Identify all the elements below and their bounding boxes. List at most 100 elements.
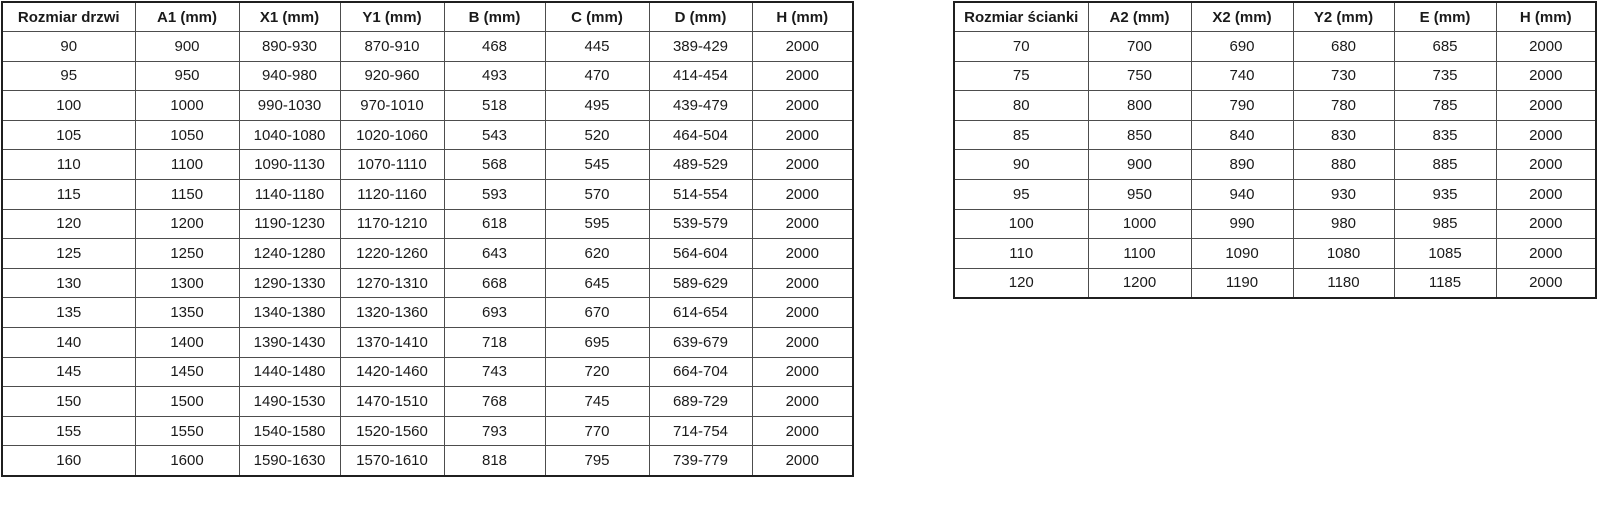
table-cell: 518	[443, 90, 546, 121]
table-cell: 160	[1, 445, 136, 476]
table-cell: 110	[1, 149, 136, 181]
door-header-cell-7: H (mm)	[751, 1, 854, 33]
table-cell: 155	[1, 415, 136, 447]
table-row: 90 900 890-930 870-910 468 445 389-429 2000	[1, 31, 854, 62]
table-cell: 495	[544, 90, 650, 121]
table-row: 130 1300 1290-1330 1270-1310 668 645 589-629 20…	[1, 267, 854, 299]
table-cell: 1340-1380	[238, 297, 341, 329]
table-cell: 880	[1292, 149, 1395, 181]
table-cell: 1200	[134, 208, 240, 240]
table-cell: 614-654	[648, 297, 753, 329]
wall-size-table: Rozmiar ścianki A2 (mm) X2 (mm) Y2 (mm) E (m…	[953, 1, 1597, 299]
table-row: 110 1100 1090-1130 1070-1110 568 545 489-529 20…	[1, 149, 854, 181]
table-cell: 740	[1190, 60, 1294, 92]
table-cell: 2000	[1495, 31, 1597, 62]
table-row: 115 1150 1140-1180 1120-1160 593 570 514-554 20…	[1, 179, 854, 210]
table-cell: 100	[953, 208, 1089, 240]
table-cell: 900	[1087, 149, 1192, 181]
wall-header-cell-1: A2 (mm)	[1087, 1, 1192, 33]
table-cell: 750	[1087, 60, 1192, 92]
table-cell: 1200	[1087, 267, 1192, 299]
table-cell: 2000	[1495, 60, 1597, 92]
table-cell: 389-429	[648, 31, 753, 62]
table-cell: 668	[443, 267, 546, 299]
table-cell: 670	[544, 297, 650, 329]
table-cell: 2000	[751, 267, 854, 299]
table-cell: 930	[1292, 179, 1395, 210]
table-cell: 830	[1292, 119, 1395, 151]
table-cell: 2000	[751, 238, 854, 269]
table-cell: 800	[1087, 90, 1192, 121]
table-cell: 780	[1292, 90, 1395, 121]
table-cell: 680	[1292, 31, 1395, 62]
table-cell: 1500	[134, 386, 240, 417]
table-cell: 1370-1410	[339, 327, 445, 358]
table-cell: 439-479	[648, 90, 753, 121]
table-cell: 1120-1160	[339, 179, 445, 210]
table-cell: 920-960	[339, 60, 445, 92]
table-cell: 1050	[134, 119, 240, 151]
table-cell: 105	[1, 119, 136, 151]
table-cell: 543	[443, 119, 546, 151]
table-cell: 1400	[134, 327, 240, 358]
table-cell: 795	[544, 445, 650, 476]
table-cell: 1550	[134, 415, 240, 447]
table-cell: 2000	[751, 208, 854, 240]
table-row: 120 1200 1190 1180 1185 2000	[953, 267, 1597, 299]
table-row: 160 1600 1590-1630 1570-1610 818 795 739-779 20…	[1, 445, 854, 476]
table-row: 140 1400 1390-1430 1370-1410 718 695 639-679 20…	[1, 327, 854, 358]
table-row: 145 1450 1440-1480 1420-1460 743 720 664-704 20…	[1, 356, 854, 388]
table-cell: 620	[544, 238, 650, 269]
table-cell: 850	[1087, 119, 1192, 151]
table-cell: 1300	[134, 267, 240, 299]
table-cell: 835	[1393, 119, 1497, 151]
table-cell: 1070-1110	[339, 149, 445, 181]
table-cell: 714-754	[648, 415, 753, 447]
table-row: 125 1250 1240-1280 1220-1260 643 620 564-604 20…	[1, 238, 854, 269]
table-row: 120 1200 1190-1230 1170-1210 618 595 539-579 20…	[1, 208, 854, 240]
table-cell: 685	[1393, 31, 1497, 62]
table-cell: 690	[1190, 31, 1294, 62]
table-cell: 589-629	[648, 267, 753, 299]
table-cell: 2000	[751, 356, 854, 388]
table-cell: 818	[443, 445, 546, 476]
door-header-cell-4: B (mm)	[443, 1, 546, 33]
door-header-cell-2: X1 (mm)	[238, 1, 341, 33]
table-cell: 493	[443, 60, 546, 92]
table-cell: 120	[953, 267, 1089, 299]
table-cell: 95	[1, 60, 136, 92]
door-size-table-header-row: Rozmiar drzwi A1 (mm) X1 (mm) Y1 (mm) B (mm)…	[1, 1, 854, 33]
table-cell: 80	[953, 90, 1089, 121]
table-cell: 940-980	[238, 60, 341, 92]
table-cell: 1090-1130	[238, 149, 341, 181]
table-cell: 1040-1080	[238, 119, 341, 151]
table-row: 70 700 690 680 685 2000	[953, 31, 1597, 62]
table-cell: 1180	[1292, 267, 1395, 299]
table-cell: 739-779	[648, 445, 753, 476]
table-cell: 2000	[751, 119, 854, 151]
table-cell: 785	[1393, 90, 1497, 121]
table-cell: 1185	[1393, 267, 1497, 299]
table-cell: 1450	[134, 356, 240, 388]
table-cell: 150	[1, 386, 136, 417]
table-cell: 1270-1310	[339, 267, 445, 299]
table-cell: 935	[1393, 179, 1497, 210]
table-row: 155 1550 1540-1580 1520-1560 793 770 714-754 20…	[1, 415, 854, 447]
table-cell: 768	[443, 386, 546, 417]
table-cell: 470	[544, 60, 650, 92]
table-cell: 90	[953, 149, 1089, 181]
wall-header-cell-4: E (mm)	[1393, 1, 1497, 33]
table-cell: 140	[1, 327, 136, 358]
table-cell: 1290-1330	[238, 267, 341, 299]
table-cell: 1540-1580	[238, 415, 341, 447]
table-cell: 900	[134, 31, 240, 62]
table-cell: 1090	[1190, 238, 1294, 269]
table-cell: 115	[1, 179, 136, 210]
table-cell: 85	[953, 119, 1089, 151]
table-cell: 1220-1260	[339, 238, 445, 269]
table-cell: 990-1030	[238, 90, 341, 121]
table-cell: 1190-1230	[238, 208, 341, 240]
door-size-table-container: Rozmiar drzwi A1 (mm) X1 (mm) Y1 (mm) B (mm)…	[1, 1, 854, 477]
door-header-cell-5: C (mm)	[544, 1, 650, 33]
